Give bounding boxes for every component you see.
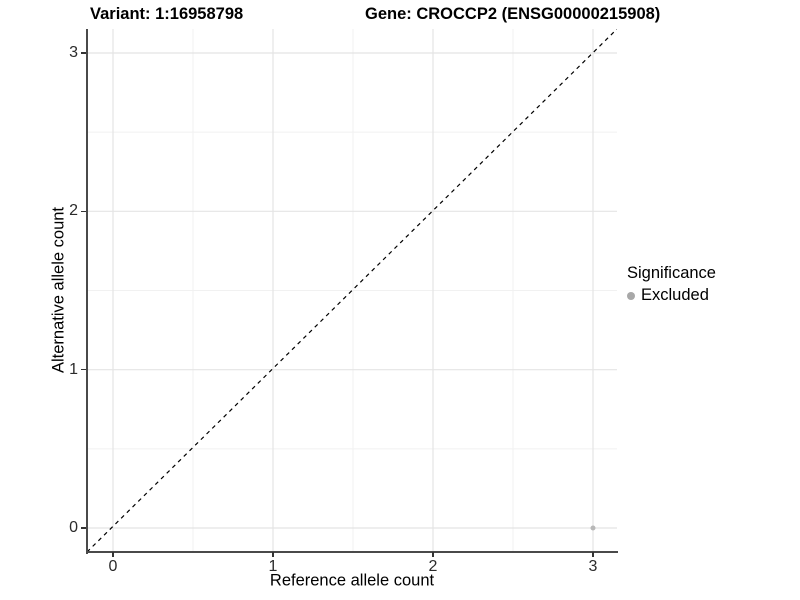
x-tick-mark — [272, 552, 274, 557]
x-tick-label: 2 — [428, 558, 438, 575]
y-tick-label: 0 — [69, 519, 78, 536]
x-axis-line — [86, 551, 618, 553]
y-tick-mark — [81, 52, 86, 54]
plot-canvas — [87, 29, 617, 552]
x-axis-title: Reference allele count — [269, 571, 435, 590]
x-tick-label: 1 — [268, 558, 278, 575]
plot-title-gene: Gene: CROCCP2 (ENSG00000215908) — [365, 5, 661, 23]
y-tick-label: 1 — [69, 360, 78, 378]
legend-title: Significance — [627, 264, 716, 282]
y-tick-mark — [81, 527, 86, 529]
legend-point-icon — [627, 291, 635, 300]
x-tick-mark — [432, 552, 434, 557]
legend: Significance Excluded — [627, 264, 716, 305]
legend-item-label: Excluded — [641, 286, 709, 304]
x-tick-mark — [112, 552, 114, 557]
y-tick-mark — [81, 368, 86, 371]
x-tick-label: 3 — [588, 558, 598, 575]
y-tick-label: 2 — [69, 202, 78, 220]
legend-item-excluded: Excluded — [627, 286, 716, 305]
data-point — [590, 525, 596, 531]
y-tick-label: 3 — [69, 44, 78, 61]
plot-title-variant: Variant: 1:16958798 — [90, 5, 244, 23]
x-tick-label: 0 — [108, 558, 118, 575]
y-tick-mark — [81, 210, 86, 213]
plot-panel — [87, 29, 617, 552]
y-axis-line — [86, 29, 88, 554]
x-tick-mark — [592, 552, 594, 557]
y-axis-title: Alternative allele count — [49, 206, 68, 374]
